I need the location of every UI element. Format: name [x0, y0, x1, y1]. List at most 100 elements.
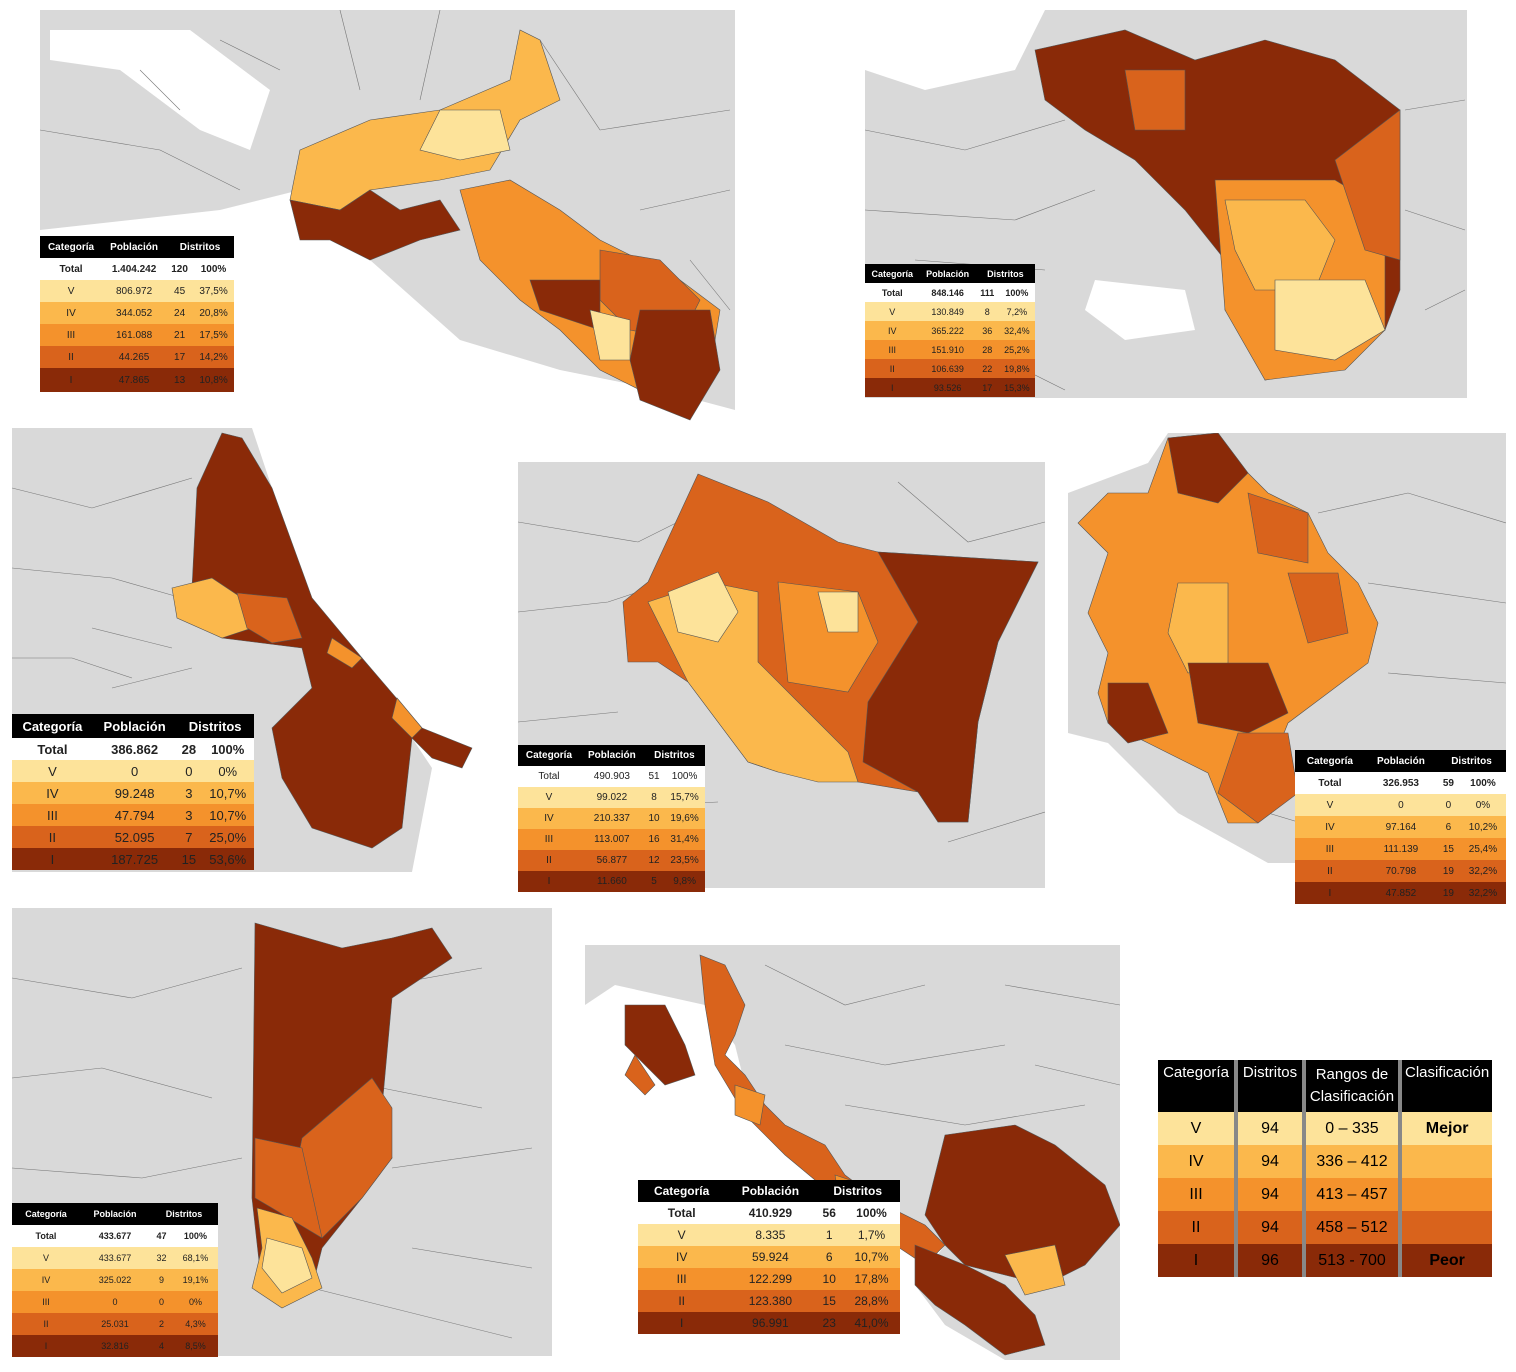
- total-poblacion: 326.953: [1364, 772, 1437, 794]
- legend-clasificacion: [1397, 1211, 1493, 1244]
- row-distritos: 2: [150, 1313, 173, 1335]
- row-pct: 0%: [201, 760, 254, 782]
- total-label: Total: [40, 258, 103, 280]
- row-cat: III: [12, 1291, 80, 1313]
- row-distritos: 16: [643, 829, 665, 850]
- row-cat: III: [12, 804, 93, 826]
- row-cat: III: [518, 829, 580, 850]
- total-pct: 100%: [1459, 772, 1506, 794]
- row-cat: IV: [1295, 816, 1365, 838]
- row-distritos: 19: [1436, 882, 1460, 904]
- row-pct: 1,7%: [843, 1224, 900, 1246]
- row-pct: 19,8%: [998, 359, 1035, 378]
- row-poblacion: 123.380: [725, 1290, 816, 1312]
- region-iii: [326, 637, 363, 669]
- header-poblacion: Población: [919, 264, 976, 283]
- legend-header-rangos: Rangos de Clasificación: [1302, 1060, 1400, 1112]
- total-poblacion: 1.404.242: [102, 258, 167, 280]
- header-categoria: Categoría: [638, 1180, 726, 1202]
- row-poblacion: 44.265: [102, 346, 167, 368]
- region-ii: [254, 1137, 323, 1239]
- row-cat: III: [865, 340, 920, 359]
- row-poblacion: 111.139: [1364, 838, 1437, 860]
- lake-water: [1085, 280, 1195, 340]
- row-distritos: 6: [1436, 816, 1460, 838]
- row-distritos: 0: [150, 1291, 173, 1313]
- row-cat: III: [40, 324, 103, 346]
- row-cat: II: [638, 1290, 726, 1312]
- region-iv: [1004, 1244, 1066, 1296]
- row-distritos: 28: [975, 340, 999, 359]
- row-distritos: 0: [1436, 794, 1460, 816]
- header-categoria: Categoría: [12, 1203, 80, 1225]
- row-pct: 10,7%: [201, 782, 254, 804]
- row-poblacion: 122.299: [725, 1268, 816, 1290]
- total-label: Total: [12, 738, 93, 760]
- total-distritos: 120: [166, 258, 194, 280]
- stats-table-5: Categoría Población Distritos Total 326.953…: [1295, 750, 1506, 904]
- header-distritos: Distritos: [150, 1203, 218, 1225]
- row-pct: 9,8%: [664, 871, 705, 892]
- region-map-4: [518, 473, 1045, 843]
- row-cat: V: [638, 1224, 726, 1246]
- sea-water: [865, 10, 1045, 90]
- row-poblacion: 93.526: [919, 378, 976, 397]
- row-distritos: 13: [166, 368, 194, 392]
- row-distritos: 9: [150, 1269, 173, 1291]
- region-i: [862, 551, 1039, 823]
- row-pct: 10,2%: [1459, 816, 1506, 838]
- row-poblacion: 344.052: [102, 302, 167, 324]
- legend-cat: III: [1158, 1178, 1236, 1211]
- header-categoria: Categoría: [518, 745, 580, 766]
- row-distritos: 36: [975, 321, 999, 340]
- total-pct: 100%: [172, 1225, 218, 1247]
- row-pct: 10,7%: [201, 804, 254, 826]
- total-pct: 100%: [664, 766, 705, 787]
- region-v: [589, 309, 631, 361]
- header-categoria: Categoría: [1295, 750, 1365, 772]
- row-poblacion: 25.031: [79, 1313, 150, 1335]
- row-pct: 25,4%: [1459, 838, 1506, 860]
- district-borders: [764, 964, 1120, 1126]
- classification-legend: Categoría Distritos Rangos de Clasificac…: [1158, 1060, 1493, 1277]
- row-poblacion: 161.088: [102, 324, 167, 346]
- legend-rango: 336 – 412: [1302, 1145, 1400, 1178]
- row-pct: 4,3%: [172, 1313, 218, 1335]
- header-poblacion: Población: [79, 1203, 150, 1225]
- stats-table-3: Categoría Población Distritos Total 386.862…: [12, 714, 254, 870]
- row-distritos: 32: [150, 1247, 173, 1269]
- row-pct: 0%: [1459, 794, 1506, 816]
- row-poblacion: 130.849: [919, 302, 976, 321]
- legend-distritos: 96: [1234, 1244, 1304, 1277]
- total-pct: 100%: [201, 738, 254, 760]
- total-distritos: 28: [176, 738, 202, 760]
- row-cat: I: [1295, 882, 1365, 904]
- stats-table-4: Categoría Población Distritos Total 490.903…: [518, 745, 705, 892]
- header-poblacion: Población: [102, 236, 167, 258]
- row-poblacion: 47.865: [102, 368, 167, 392]
- row-pct: 68,1%: [172, 1247, 218, 1269]
- total-pct: 100%: [193, 258, 234, 280]
- row-pct: 20,8%: [193, 302, 234, 324]
- row-distritos: 19: [1436, 860, 1460, 882]
- total-label: Total: [518, 766, 580, 787]
- ocean-water: [1068, 733, 1268, 863]
- legend-header-distritos: Distritos: [1234, 1060, 1304, 1112]
- row-distritos: 45: [166, 280, 194, 302]
- header-poblacion: Población: [725, 1180, 816, 1202]
- region-map-7: [585, 954, 1120, 1360]
- row-cat: V: [1295, 794, 1365, 816]
- legend-distritos: 94: [1234, 1178, 1304, 1211]
- row-distritos: 8: [975, 302, 999, 321]
- row-poblacion: 97.164: [1364, 816, 1437, 838]
- region-i: [924, 1124, 1120, 1286]
- row-cat: V: [40, 280, 103, 302]
- region-v: [1274, 279, 1386, 361]
- legend-distritos: 94: [1234, 1211, 1304, 1244]
- region-i: [1167, 433, 1249, 504]
- region-i: [914, 1244, 1046, 1356]
- row-poblacion: 365.222: [919, 321, 976, 340]
- total-poblacion: 410.929: [725, 1202, 816, 1224]
- district-borders: [40, 10, 731, 311]
- total-poblacion: 433.677: [79, 1225, 150, 1247]
